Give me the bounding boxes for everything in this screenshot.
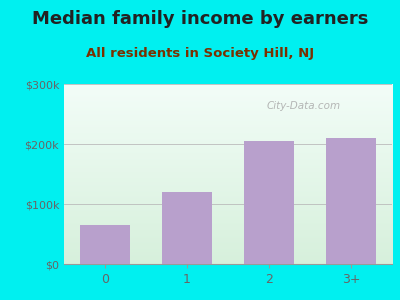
Text: All residents in Society Hill, NJ: All residents in Society Hill, NJ <box>86 46 314 59</box>
Text: City-Data.com: City-Data.com <box>266 100 340 111</box>
Bar <box>162 192 212 264</box>
Bar <box>80 225 130 264</box>
Text: Median family income by earners: Median family income by earners <box>32 11 368 28</box>
Bar <box>326 138 376 264</box>
Bar <box>244 141 294 264</box>
